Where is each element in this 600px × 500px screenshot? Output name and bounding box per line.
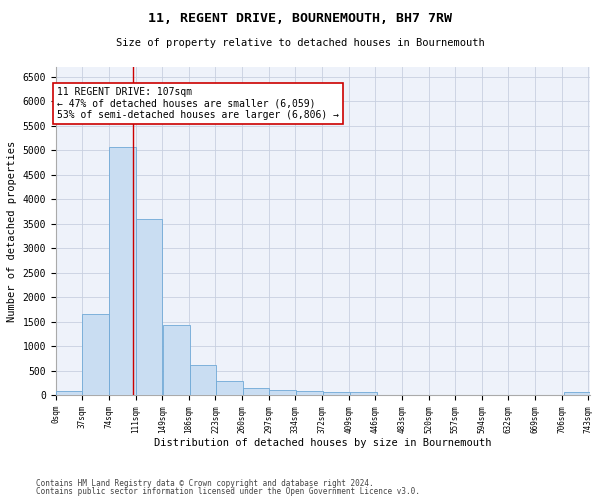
Text: 11 REGENT DRIVE: 107sqm
← 47% of detached houses are smaller (6,059)
53% of semi: 11 REGENT DRIVE: 107sqm ← 47% of detache… bbox=[57, 86, 339, 120]
Bar bbox=[163, 326, 190, 395]
Y-axis label: Number of detached properties: Number of detached properties bbox=[7, 140, 17, 322]
Bar bbox=[350, 392, 377, 395]
Text: Size of property relative to detached houses in Bournemouth: Size of property relative to detached ho… bbox=[116, 38, 484, 48]
Bar bbox=[136, 218, 162, 395]
Bar bbox=[323, 392, 350, 395]
Bar bbox=[296, 392, 323, 395]
Text: Contains public sector information licensed under the Open Government Licence v3: Contains public sector information licen… bbox=[36, 487, 420, 496]
X-axis label: Distribution of detached houses by size in Bournemouth: Distribution of detached houses by size … bbox=[154, 438, 492, 448]
Bar bbox=[269, 390, 296, 395]
Bar bbox=[564, 392, 590, 395]
Bar bbox=[56, 392, 82, 395]
Text: Contains HM Land Registry data © Crown copyright and database right 2024.: Contains HM Land Registry data © Crown c… bbox=[36, 478, 374, 488]
Bar bbox=[243, 388, 269, 395]
Bar bbox=[216, 381, 243, 395]
Bar bbox=[190, 365, 216, 395]
Bar bbox=[109, 148, 136, 395]
Text: 11, REGENT DRIVE, BOURNEMOUTH, BH7 7RW: 11, REGENT DRIVE, BOURNEMOUTH, BH7 7RW bbox=[148, 12, 452, 26]
Bar bbox=[82, 314, 109, 395]
